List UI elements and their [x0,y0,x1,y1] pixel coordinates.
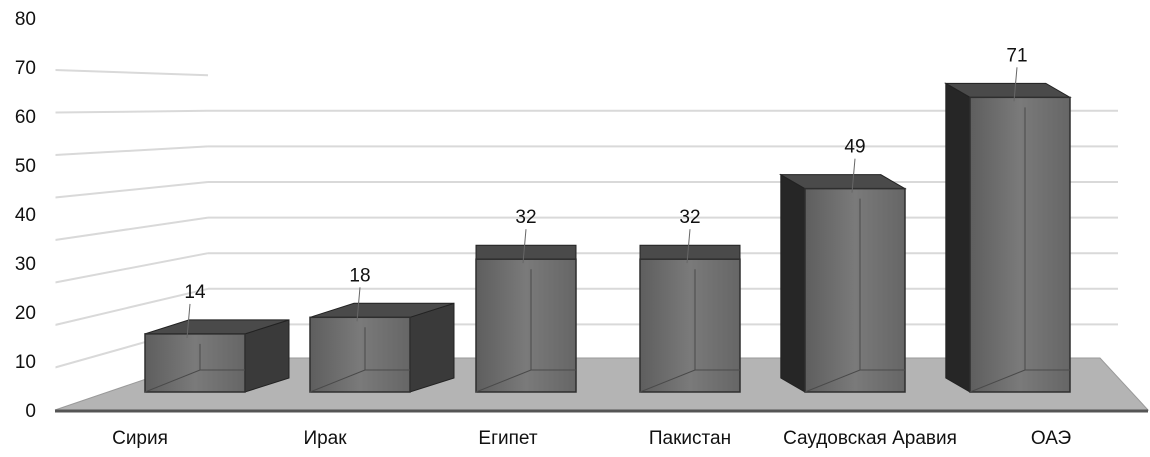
gridline-wall [54,145,209,156]
bar-front-face [309,316,411,393]
data-label: 71 [1006,45,1027,66]
bar-inner-edge [309,369,366,393]
x-axis-category-labels: Сирия Ирак Египет Пакистан Саудовская Аравия… [112,428,1071,449]
bar-inner-edge [144,369,201,393]
x-category-label: Саудовская Аравия [783,428,957,449]
bar-2: 18 [309,265,455,393]
x-category-label: Ирак [303,428,347,449]
y-tick-label: 70 [15,58,36,79]
data-label-leader [186,303,191,338]
bar-inner-edge [475,369,532,393]
x-category-label: Пакистан [649,428,731,449]
data-label: 32 [679,207,700,228]
data-label-leader [1013,67,1018,102]
bar-side-face [780,173,806,393]
y-axis-tick-labels: 0 10 20 30 40 50 60 70 80 [15,9,36,422]
data-label: 18 [349,265,370,286]
bar-5: 49 [778,137,907,393]
data-label-leader [522,229,527,264]
bar-top-face [475,244,577,260]
data-label: 32 [515,207,536,228]
y-tick-label: 30 [15,254,36,275]
bar-inner-edge [639,369,696,393]
data-label-leader [851,158,856,193]
gridline-wall [54,109,209,114]
bar-front-face [969,96,1071,393]
bar-front-face [804,187,906,393]
gridline-wall [54,216,209,241]
data-label-leader [356,287,361,322]
bar-inner-edge [804,369,861,393]
data-label: 14 [184,282,206,303]
bar-side-face [945,82,971,393]
bar-side-face [409,302,455,393]
bar-6: 71 [943,45,1072,393]
data-label: 49 [844,137,865,158]
bar-top-face [639,244,741,260]
gridline-wall [54,252,209,284]
gridline-wall [54,181,209,199]
y-tick-label: 20 [15,303,36,324]
data-label-leader [686,229,691,264]
bar-inner-edge [969,369,1026,393]
bar-front-face [144,333,246,393]
x-category-label: Сирия [112,428,168,449]
y-tick-label: 0 [25,401,36,422]
bar-1: 14 [144,282,290,393]
y-tick-label: 40 [15,205,36,226]
x-category-label: Египет [478,428,537,449]
y-tick-label: 10 [15,352,36,373]
bar-4: 32 [639,207,741,393]
bars: 14 18 32 32 49 71 [144,45,1072,393]
y-tick-label: 80 [15,9,36,30]
x-category-label: ОАЭ [1031,428,1071,449]
gridline-wall [54,69,209,77]
y-tick-label: 50 [15,156,36,177]
y-tick-label: 60 [15,107,36,128]
gridline-wall [54,287,209,326]
bar-3: 32 [475,207,577,393]
